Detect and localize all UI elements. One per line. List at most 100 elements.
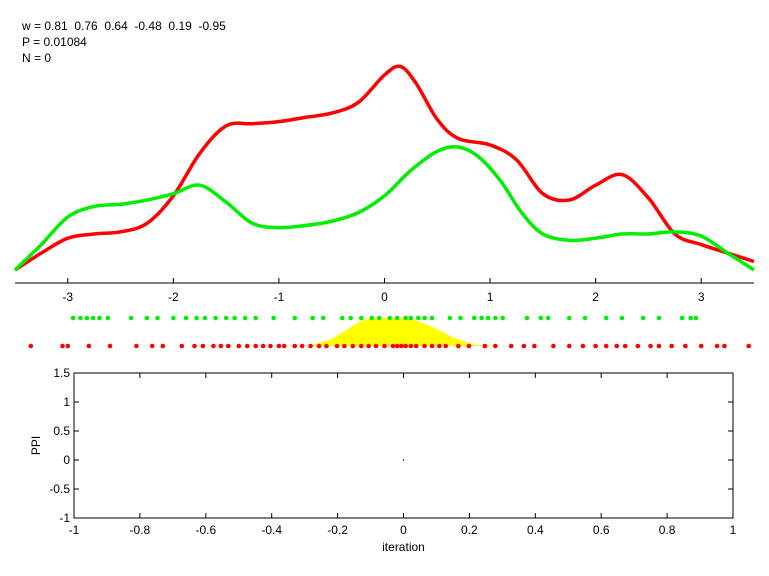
red-sample-point bbox=[722, 343, 727, 349]
green-sample-point bbox=[500, 315, 506, 321]
red-sample-point bbox=[394, 343, 400, 349]
red-sample-point bbox=[260, 343, 266, 349]
red-sample-point bbox=[521, 343, 527, 349]
green-sample-point bbox=[688, 315, 693, 321]
green-sample-point bbox=[619, 315, 625, 321]
ppi-axes-box bbox=[73, 372, 734, 519]
red-sample-point bbox=[211, 343, 216, 349]
red-sample-point bbox=[508, 343, 514, 349]
red-sample-point bbox=[429, 343, 435, 349]
green-sample-point bbox=[155, 315, 160, 321]
ppi-point bbox=[402, 459, 405, 461]
x-tick-label: 3 bbox=[698, 290, 705, 304]
red-sample-point bbox=[358, 343, 364, 349]
red-sample-point bbox=[253, 343, 259, 349]
ppi-y-tick-label: -1 bbox=[59, 511, 70, 525]
green-sample-point bbox=[538, 315, 544, 321]
green-sample-point bbox=[603, 315, 609, 321]
ppi-plot: -1 -0.8 -0.6 -0.4 -0.2 0 0.2 0.4 0.6 0.8 1 -1 -0.5 0 0… bbox=[29, 366, 737, 554]
red-sample-point bbox=[316, 343, 322, 349]
red-sample-point bbox=[493, 343, 498, 349]
red-sample-point bbox=[366, 343, 371, 349]
red-sample-point bbox=[192, 343, 197, 349]
green-sample-point bbox=[292, 315, 298, 321]
density-plot: -3 -2 -1 0 1 2 3 bbox=[13, 64, 755, 304]
red-sample-point bbox=[60, 343, 65, 349]
green-sample-point bbox=[493, 315, 498, 321]
red-sample-point bbox=[466, 343, 472, 349]
red-sample-point bbox=[482, 343, 488, 349]
red-sample-point bbox=[308, 343, 313, 349]
green-sample-point bbox=[394, 315, 400, 321]
green-sample-point bbox=[253, 315, 259, 321]
green-sample-point bbox=[679, 315, 685, 321]
green-sample-point bbox=[387, 315, 393, 321]
red-sample-point bbox=[134, 343, 139, 349]
green-sample-point bbox=[128, 315, 134, 321]
x-tick-label: -1 bbox=[274, 290, 285, 304]
green-sample-point bbox=[144, 315, 150, 321]
green-sample-point bbox=[171, 315, 176, 321]
green-sample-point bbox=[422, 315, 427, 321]
red-sample-point bbox=[413, 343, 419, 349]
red-sample-point bbox=[714, 343, 720, 349]
green-sample-point bbox=[485, 315, 491, 321]
red-sample-point bbox=[160, 343, 166, 349]
red-sample-point bbox=[532, 343, 537, 349]
green-sample-point bbox=[656, 315, 662, 321]
green-sample-point bbox=[348, 315, 354, 321]
green-sample-point bbox=[232, 315, 237, 321]
green-sample-point bbox=[447, 315, 453, 321]
green-sample-point bbox=[408, 315, 414, 321]
red-sample-point bbox=[669, 343, 674, 349]
red-sample-point bbox=[580, 343, 586, 349]
p-annotation: P = 0.01084 bbox=[22, 35, 87, 49]
green-sample-point bbox=[545, 315, 551, 321]
green-sample-point bbox=[693, 315, 699, 321]
x-tick-label: 0 bbox=[381, 290, 388, 304]
red-sample-point bbox=[403, 343, 408, 349]
ppi-x-tick-label: -0.2 bbox=[327, 523, 348, 537]
red-sample-point bbox=[437, 343, 442, 349]
green-sample-point bbox=[566, 315, 572, 321]
red-sample-point bbox=[350, 343, 356, 349]
red-sample-point bbox=[299, 343, 305, 349]
red-sample-point bbox=[292, 343, 298, 349]
red-sample-point bbox=[408, 343, 414, 349]
red-sample-point bbox=[399, 343, 404, 349]
ppi-x-tick-label: 0 bbox=[400, 523, 407, 537]
red-sample-point bbox=[566, 343, 572, 349]
ppi-x-tick-label: 0.8 bbox=[659, 523, 676, 537]
ppi-x-tick-label: 0.6 bbox=[593, 523, 610, 537]
ppi-y-tick-label: 0 bbox=[63, 453, 70, 467]
green-sample-point bbox=[70, 315, 76, 321]
red-sample-point bbox=[28, 343, 34, 349]
x-tick-label: -3 bbox=[62, 290, 73, 304]
red-sample-point bbox=[382, 343, 387, 349]
red-sample-point bbox=[443, 343, 449, 349]
green-sample-point bbox=[582, 315, 588, 321]
red-sample-point bbox=[614, 343, 620, 349]
red-sample-point bbox=[622, 343, 628, 349]
ppi-x-tick-label: 0.2 bbox=[461, 523, 478, 537]
red-sample-point bbox=[65, 343, 71, 349]
green-sample-point bbox=[213, 315, 218, 321]
green-sample-point bbox=[429, 315, 435, 321]
green-sample-point bbox=[223, 315, 229, 321]
ppi-x-tick-label: 1 bbox=[730, 523, 737, 537]
red-sample-point bbox=[746, 343, 752, 349]
green-sample-point bbox=[310, 315, 316, 321]
ppi-y-tick-label: 1 bbox=[63, 395, 70, 409]
yellow-region bbox=[278, 318, 501, 346]
ppi-y-label: PPI bbox=[29, 436, 43, 455]
red-sample-point bbox=[683, 343, 688, 349]
ppi-y-tick-label: 1.5 bbox=[53, 366, 70, 380]
red-sample-point bbox=[281, 343, 287, 349]
green-sample-point bbox=[84, 315, 90, 321]
x-tick-label: -2 bbox=[168, 290, 179, 304]
green-sample-point bbox=[78, 315, 83, 321]
red-sample-point bbox=[656, 343, 662, 349]
red-sample-point bbox=[236, 343, 242, 349]
red-sample-point bbox=[698, 343, 704, 349]
red-sample-point bbox=[324, 343, 329, 349]
